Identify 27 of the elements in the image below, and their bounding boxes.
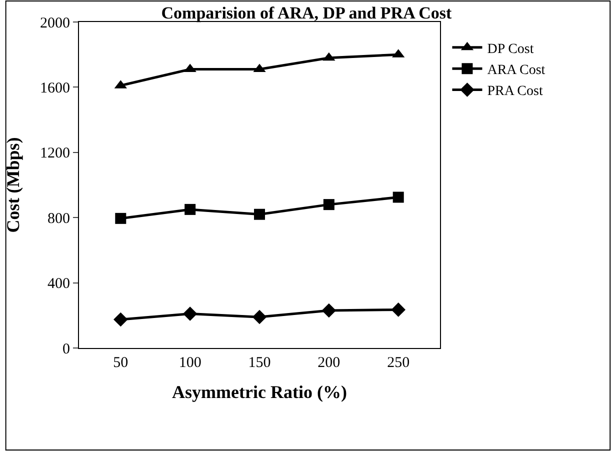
point: [322, 303, 336, 318]
point: [182, 306, 198, 321]
point: [254, 208, 265, 220]
y-axis-title: Cost (Mbps): [3, 137, 24, 233]
x-tick-label: 200: [318, 355, 340, 371]
point: [323, 199, 334, 210]
point: [392, 192, 404, 203]
y-tick-label: 800: [48, 210, 70, 227]
y-tick-label: 0: [62, 341, 70, 358]
legend-label: PRA Cost: [487, 84, 543, 100]
point: [184, 204, 196, 215]
point: [114, 312, 128, 327]
point: [252, 310, 267, 324]
x-tick-label: 100: [178, 355, 202, 371]
x-tick-label: 50: [113, 355, 128, 371]
y-tick-label: 2000: [40, 15, 70, 32]
x-tick-label: 250: [387, 355, 410, 371]
x-tick-label: 150: [248, 355, 271, 371]
point: [115, 212, 126, 224]
y-tick-label: 400: [48, 276, 70, 292]
y-tick-label: 1200: [40, 146, 70, 162]
point: [391, 302, 406, 317]
chart-title: Comparision of ARA, DP and PRA Cost: [161, 4, 452, 23]
legend-label: DP Cost: [487, 42, 534, 57]
legend-label: ARA Cost: [487, 63, 546, 78]
y-tick-label: 1600: [40, 80, 70, 96]
x-axis-title: Asymmetric Ratio (%): [172, 382, 347, 402]
